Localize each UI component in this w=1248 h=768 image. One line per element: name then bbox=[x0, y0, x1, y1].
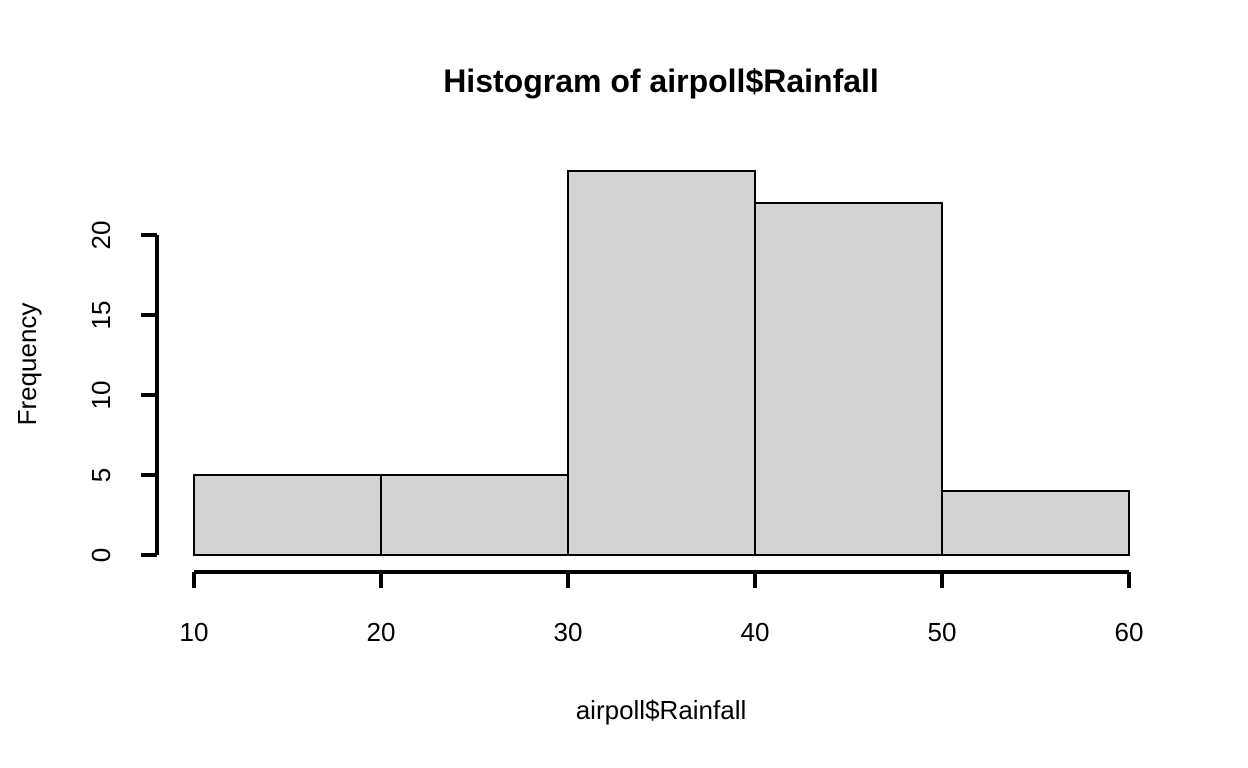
x-tick-label-50: 50 bbox=[928, 617, 957, 647]
y-tick-label-5: 5 bbox=[86, 468, 116, 482]
histogram-bar-1 bbox=[380, 474, 569, 556]
y-tick-label-0: 0 bbox=[86, 548, 116, 562]
chart-title: Histogram of airpoll$Rainfall bbox=[443, 63, 879, 99]
x-tick-label-10: 10 bbox=[180, 617, 209, 647]
histogram-bar-0 bbox=[193, 474, 382, 556]
x-axis-label: airpoll$Rainfall bbox=[576, 695, 747, 725]
x-tick-label-30: 30 bbox=[554, 617, 583, 647]
histogram-bar-3 bbox=[754, 202, 943, 556]
histogram-bar-4 bbox=[941, 490, 1130, 556]
y-tick-label-15: 15 bbox=[86, 301, 116, 330]
x-tick-label-40: 40 bbox=[741, 617, 770, 647]
y-axis-label: Frequency bbox=[12, 303, 42, 426]
bars-group bbox=[193, 170, 1130, 556]
y-tick-label-10: 10 bbox=[86, 381, 116, 410]
y-axis: 0 5 10 15 20 bbox=[86, 221, 159, 562]
x-tick-label-20: 20 bbox=[367, 617, 396, 647]
x-axis: 10 20 30 40 50 60 bbox=[180, 570, 1144, 647]
y-tick-label-20: 20 bbox=[86, 221, 116, 250]
histogram-bar-2 bbox=[567, 170, 756, 556]
x-tick-label-60: 60 bbox=[1115, 617, 1144, 647]
